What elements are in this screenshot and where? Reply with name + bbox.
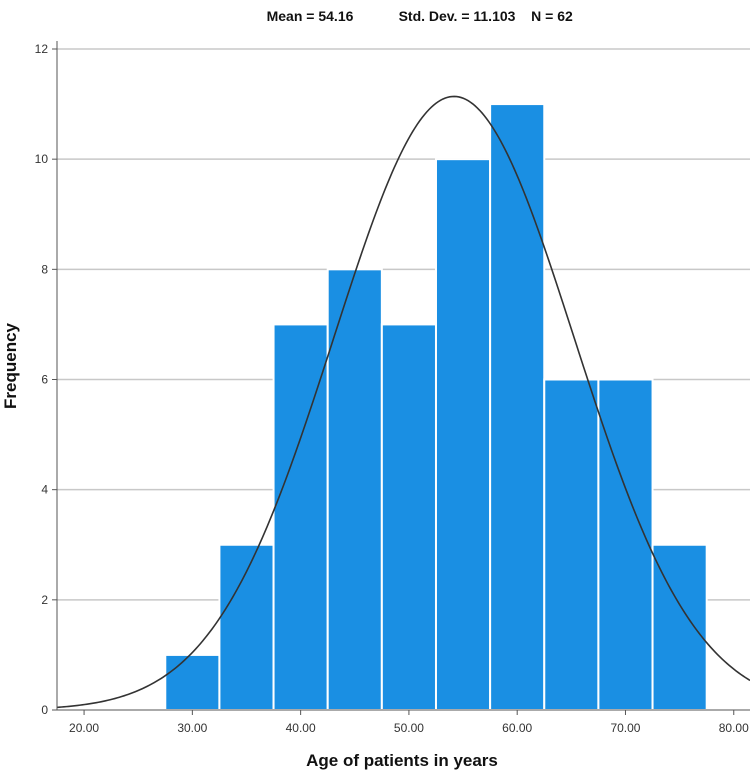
- x-tick-label-30.00: 30.00: [177, 721, 207, 735]
- bar-1: [164, 653, 221, 712]
- y-tick-label-12: 12: [35, 42, 49, 56]
- y-tick-label-6: 6: [41, 373, 48, 387]
- bar-10: [651, 543, 708, 711]
- y-tick-label-0: 0: [41, 703, 48, 717]
- x-tick-label-20.00: 20.00: [69, 721, 99, 735]
- y-tick-label-4: 4: [41, 483, 48, 497]
- normal-curve: [56, 95, 750, 709]
- x-tick-labels: 20.00 30.00 40.00 50.00 60.00 70.00 80.00: [69, 710, 749, 735]
- bar-2: [218, 543, 275, 711]
- bar-7: [489, 103, 546, 712]
- bar-5: [380, 323, 437, 711]
- y-tick-label-2: 2: [41, 593, 48, 607]
- x-axis-title: Age of patients in years: [306, 751, 498, 770]
- bars: [164, 103, 708, 712]
- normal-curve-layer: [56, 95, 750, 709]
- n-label: N = 62: [531, 8, 573, 24]
- x-tick-label-40.00: 40.00: [286, 721, 316, 735]
- x-tick-label-70.00: 70.00: [610, 721, 640, 735]
- y-tick-label-8: 8: [41, 262, 48, 276]
- axes: [56, 41, 750, 711]
- x-tick-label-80.00: 80.00: [719, 721, 749, 735]
- bar-6: [434, 158, 492, 711]
- x-tick-label-60.00: 60.00: [502, 721, 532, 735]
- y-tick-labels: 0 2 4 6 8 10 12: [35, 42, 57, 717]
- y-tick-label-10: 10: [35, 152, 49, 166]
- y-axis-title: Frequency: [1, 322, 20, 409]
- mean-label: Mean = 54.16: [267, 8, 354, 24]
- std-dev-label: Std. Dev. = 11.103: [399, 8, 516, 24]
- bar-8: [543, 378, 600, 711]
- bar-9: [597, 378, 654, 711]
- x-tick-label-50.00: 50.00: [394, 721, 424, 735]
- bar-4: [326, 268, 383, 711]
